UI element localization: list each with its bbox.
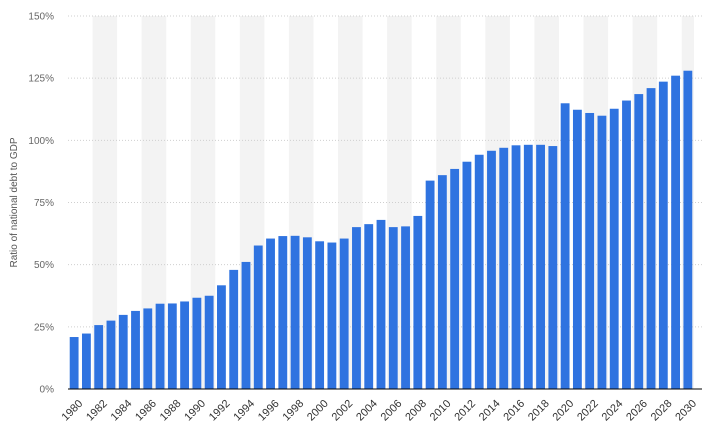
bar-1999[interactable] xyxy=(302,237,312,389)
bar-1995[interactable] xyxy=(253,245,263,389)
x-tick-label: 2004 xyxy=(354,398,380,424)
bar-2030[interactable] xyxy=(683,70,693,389)
bar-2027[interactable] xyxy=(646,88,656,389)
y-tick-label: 150% xyxy=(28,12,54,23)
x-tick-label: 1990 xyxy=(182,398,208,424)
bar-2022[interactable] xyxy=(585,112,595,389)
x-tick-label: 2024 xyxy=(600,398,626,424)
x-tick-label: 2026 xyxy=(624,398,650,424)
bar-1990[interactable] xyxy=(192,297,202,389)
y-tick-label: 0% xyxy=(40,385,55,396)
x-tick-label: 2008 xyxy=(403,398,429,424)
bar-1986[interactable] xyxy=(143,308,153,389)
x-tick-label: 1994 xyxy=(231,398,257,424)
bar-1994[interactable] xyxy=(241,261,251,389)
y-axis-title: Ratio of national debt to GDP xyxy=(9,137,20,267)
x-tick-label: 2006 xyxy=(379,398,405,424)
bar-2012[interactable] xyxy=(462,161,472,389)
bar-1991[interactable] xyxy=(204,295,214,389)
y-tick-label: 100% xyxy=(28,136,54,147)
bar-2023[interactable] xyxy=(597,115,607,389)
x-tick-label: 1996 xyxy=(256,398,282,424)
bar-2011[interactable] xyxy=(450,168,460,389)
x-tick-label: 2014 xyxy=(477,398,503,424)
bar-2028[interactable] xyxy=(658,81,668,389)
y-tick-label: 75% xyxy=(34,198,54,209)
x-tick-label: 1980 xyxy=(60,398,86,424)
bar-1996[interactable] xyxy=(266,238,275,389)
bar-2015[interactable] xyxy=(499,147,509,389)
bar-1983[interactable] xyxy=(106,320,116,389)
x-tick-label: 1992 xyxy=(207,398,233,424)
bar-2026[interactable] xyxy=(634,94,644,390)
bar-2000[interactable] xyxy=(315,241,325,389)
bars xyxy=(69,70,693,390)
bar-2006[interactable] xyxy=(388,227,398,389)
x-tick-label: 2010 xyxy=(428,398,454,424)
bar-2007[interactable] xyxy=(401,226,410,389)
bar-2001[interactable] xyxy=(327,242,337,389)
y-tick-label: 25% xyxy=(34,322,54,333)
bar-1987[interactable] xyxy=(155,303,165,389)
x-tick-label: 1988 xyxy=(158,398,184,424)
bar-2019[interactable] xyxy=(548,146,558,389)
x-tick-label: 1998 xyxy=(280,398,306,424)
y-tick-label: 125% xyxy=(28,74,54,85)
bar-1980[interactable] xyxy=(69,337,79,389)
bar-2009[interactable] xyxy=(425,180,435,389)
x-tick-label: 2000 xyxy=(305,398,331,424)
x-tick-label: 2016 xyxy=(501,398,527,424)
bar-1984[interactable] xyxy=(118,314,128,389)
bar-1993[interactable] xyxy=(229,269,239,389)
bar-2020[interactable] xyxy=(560,103,570,390)
bar-2025[interactable] xyxy=(622,100,631,390)
bar-2018[interactable] xyxy=(536,144,545,389)
bar-2014[interactable] xyxy=(487,150,496,389)
bar-2008[interactable] xyxy=(413,215,423,389)
x-tick-label: 1986 xyxy=(133,398,159,424)
x-tick-label: 2022 xyxy=(575,398,601,424)
bar-2002[interactable] xyxy=(339,238,349,389)
x-tick-label: 2020 xyxy=(551,398,577,424)
bar-1981[interactable] xyxy=(81,333,91,389)
y-axis-ticks: 0% 25% 50% 75% 100% 125% 150% xyxy=(28,12,54,396)
x-axis-ticks: 1980198219841986198819901992199419961998… xyxy=(60,398,700,424)
bar-2004[interactable] xyxy=(364,224,374,389)
x-tick-label: 2002 xyxy=(330,398,356,424)
bar-2005[interactable] xyxy=(376,219,386,389)
bar-1988[interactable] xyxy=(167,303,177,389)
bar-1989[interactable] xyxy=(180,301,190,389)
bar-1992[interactable] xyxy=(217,285,226,389)
bar-2003[interactable] xyxy=(352,227,361,389)
x-tick-label: 2018 xyxy=(526,398,552,424)
bar-1997[interactable] xyxy=(278,236,288,389)
bar-2029[interactable] xyxy=(671,75,681,390)
x-tick-label: 1982 xyxy=(84,398,110,424)
y-tick-label: 50% xyxy=(34,260,54,271)
x-tick-label: 2012 xyxy=(452,398,478,424)
bar-2016[interactable] xyxy=(511,145,521,389)
bar-1985[interactable] xyxy=(131,310,140,389)
bar-1998[interactable] xyxy=(290,235,300,389)
bar-1982[interactable] xyxy=(94,325,104,389)
bar-2013[interactable] xyxy=(474,154,484,389)
bar-2024[interactable] xyxy=(609,108,619,389)
bar-2021[interactable] xyxy=(572,109,582,390)
bar-2010[interactable] xyxy=(437,175,447,389)
x-tick-label: 2030 xyxy=(673,398,699,424)
x-tick-label: 2028 xyxy=(649,398,675,424)
x-tick-label: 1984 xyxy=(109,398,135,424)
bar-2017[interactable] xyxy=(523,144,533,389)
